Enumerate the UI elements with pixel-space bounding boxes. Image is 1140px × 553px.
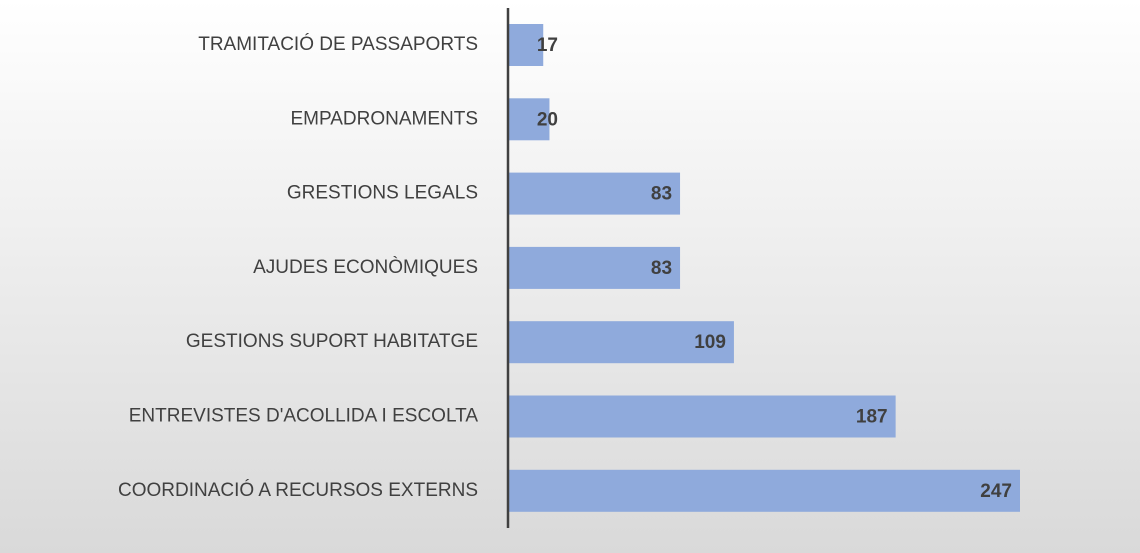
category-label: EMPADRONAMENTS bbox=[290, 108, 478, 129]
category-label: GESTIONS SUPORT HABITATGE bbox=[186, 331, 478, 352]
value-label: 17 bbox=[537, 35, 558, 56]
value-label: 247 bbox=[980, 481, 1012, 502]
category-label: GRESTIONS LEGALS bbox=[287, 183, 478, 204]
bar bbox=[508, 395, 896, 438]
bar bbox=[508, 24, 544, 66]
bar bbox=[508, 172, 681, 215]
bar bbox=[508, 469, 1020, 512]
value-label: 109 bbox=[694, 332, 726, 353]
value-label: 20 bbox=[537, 109, 558, 130]
bar bbox=[508, 246, 681, 289]
category-label: AJUDES ECONÒMIQUES bbox=[253, 256, 478, 278]
bar bbox=[508, 98, 550, 141]
bar bbox=[508, 321, 734, 364]
category-label: ENTREVISTES D'ACOLLIDA I ESCOLTA bbox=[129, 406, 479, 427]
value-label: 83 bbox=[651, 184, 672, 205]
category-label: TRAMITACIÓ DE PASSAPORTS bbox=[198, 33, 478, 55]
value-label: 83 bbox=[651, 258, 672, 279]
value-label: 187 bbox=[856, 407, 888, 428]
category-label: COORDINACIÓ A RECURSOS EXTERNS bbox=[118, 479, 478, 501]
